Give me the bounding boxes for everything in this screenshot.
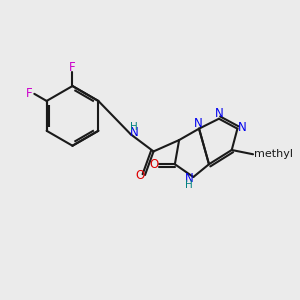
Text: F: F xyxy=(69,61,76,74)
Text: N: N xyxy=(214,107,223,120)
Text: N: N xyxy=(185,172,194,185)
Text: H: H xyxy=(130,122,138,132)
Text: N: N xyxy=(238,121,247,134)
Text: N: N xyxy=(194,117,203,130)
Text: N: N xyxy=(130,126,139,140)
Text: methyl: methyl xyxy=(254,149,293,159)
Text: H: H xyxy=(185,180,193,190)
Text: O: O xyxy=(135,169,145,182)
Text: F: F xyxy=(26,87,32,100)
Text: O: O xyxy=(149,158,159,171)
